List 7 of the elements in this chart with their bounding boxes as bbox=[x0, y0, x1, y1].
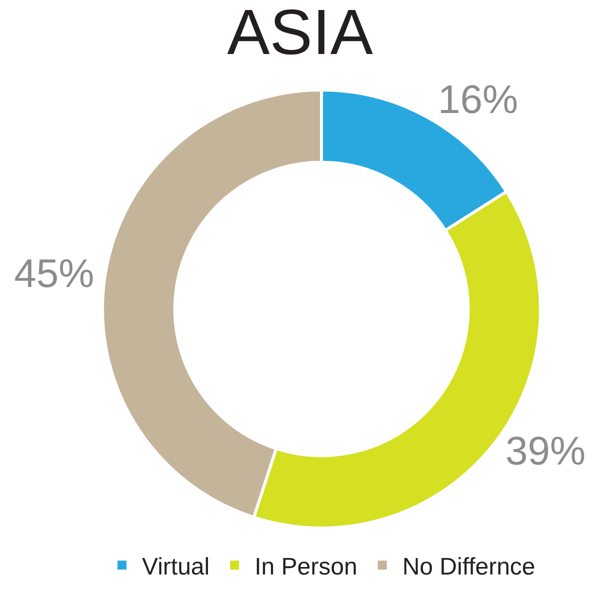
chart-title: ASIA bbox=[227, 0, 374, 68]
data-label: 45% bbox=[14, 252, 94, 296]
legend-label: Virtual bbox=[142, 553, 210, 580]
legend-label: In Person bbox=[254, 553, 358, 580]
legend-label: No Differnce bbox=[402, 553, 536, 580]
data-label: 39% bbox=[506, 429, 586, 474]
data-label: 16% bbox=[438, 78, 518, 122]
